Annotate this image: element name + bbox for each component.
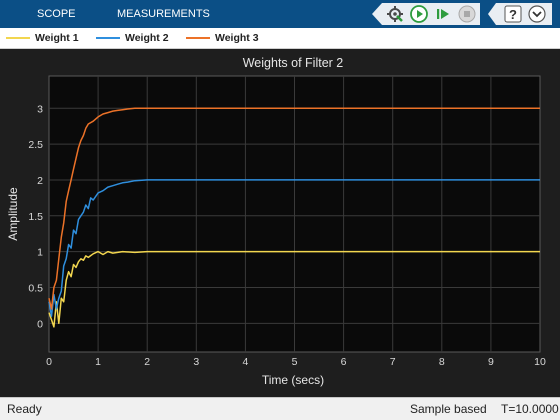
x-tick-label: 5: [292, 356, 298, 368]
x-tick-label: 1: [95, 356, 101, 368]
legend-label: Weight 3: [215, 32, 259, 44]
sample-mode: Sample based: [410, 402, 487, 416]
run-icon[interactable]: [410, 5, 428, 23]
x-axis-label: Time (secs): [262, 373, 324, 387]
legend-swatch: [6, 37, 30, 39]
series-line-weight-1: [48, 250, 540, 328]
legend-label: Weight 2: [125, 32, 169, 44]
series-line-weight-3: [48, 107, 540, 310]
y-tick-label: 2: [37, 175, 43, 187]
x-tick-label: 7: [390, 356, 396, 368]
help-icon[interactable]: ?: [504, 5, 522, 23]
legend: Weight 1 Weight 2 Weight 3: [0, 28, 560, 49]
series-lines: [48, 107, 540, 328]
scope-chart[interactable]: Weights of Filter 2 0 1 2 3 4 5 6 7 8 9 10 0 0.5 1 1.5…: [0, 49, 560, 397]
x-tick-label: 6: [341, 356, 347, 368]
legend-item-weight-1[interactable]: Weight 1: [6, 28, 79, 48]
expand-icon[interactable]: [528, 5, 546, 23]
legend-item-weight-2[interactable]: Weight 2: [96, 28, 169, 48]
status-bar: Ready Sample based T=10.0000: [0, 397, 560, 420]
legend-swatch: [186, 37, 210, 39]
y-tick-label: 0.5: [28, 282, 43, 294]
utility-controls: ?: [488, 3, 552, 25]
x-tick-label: 9: [488, 356, 494, 368]
stop-icon[interactable]: [458, 5, 476, 23]
y-tick-label: 1.5: [28, 211, 43, 223]
tab-measurements[interactable]: MEASUREMENTS: [117, 8, 210, 20]
tab-scope[interactable]: SCOPE: [37, 8, 76, 20]
legend-label: Weight 1: [35, 32, 79, 44]
x-tick-label: 0: [46, 356, 52, 368]
svg-text:?: ?: [509, 7, 517, 22]
legend-swatch: [96, 37, 120, 39]
simulation-controls: [372, 3, 480, 25]
x-tick-label: 4: [242, 356, 248, 368]
scope-plot-area: Weights of Filter 2 0 1 2 3 4 5 6 7 8 9 10 0 0.5 1 1.5…: [0, 49, 560, 397]
y-tick-label: 3: [37, 103, 43, 115]
legend-item-weight-3[interactable]: Weight 3: [186, 28, 259, 48]
toolbar: SCOPE MEASUREMENTS: [0, 0, 560, 28]
y-tick-label: 2.5: [28, 139, 43, 151]
simulation-time: T=10.0000: [501, 402, 559, 416]
configure-icon[interactable]: [386, 5, 404, 23]
step-forward-icon[interactable]: [434, 5, 452, 23]
y-tick-label: 1: [37, 247, 43, 259]
y-axis-label: Amplitude: [6, 187, 20, 241]
status-text: Ready: [7, 402, 42, 416]
x-tick-label: 3: [193, 356, 199, 368]
y-tick-label: 0: [37, 318, 43, 330]
series-line-weight-2: [48, 179, 540, 317]
x-tick-label: 8: [439, 356, 445, 368]
x-tick-label: 10: [534, 356, 546, 368]
tick-labels: 0 1 2 3 4 5 6 7 8 9 10 0 0.5 1 1.5 2 2.5 3: [28, 103, 546, 368]
chart-title: Weights of Filter 2: [243, 56, 344, 70]
x-tick-label: 2: [144, 356, 150, 368]
